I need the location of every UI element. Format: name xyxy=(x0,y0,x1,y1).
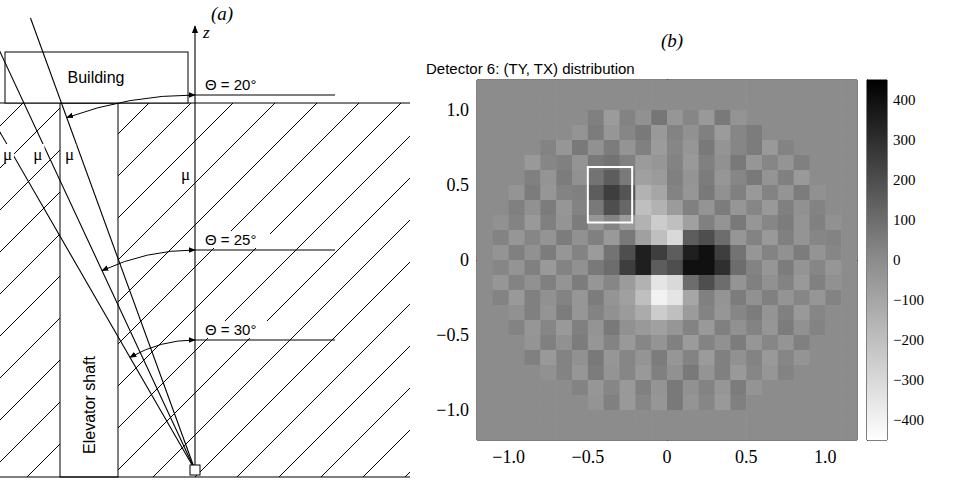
svg-text:0: 0 xyxy=(663,447,672,467)
svg-text:−100: −100 xyxy=(893,292,924,308)
svg-text:100: 100 xyxy=(893,212,916,228)
svg-text:0: 0 xyxy=(460,250,469,270)
svg-text:0.5: 0.5 xyxy=(735,447,758,467)
svg-text:Θ = 20°: Θ = 20° xyxy=(205,76,256,93)
svg-text:0: 0 xyxy=(893,252,901,268)
svg-text:z: z xyxy=(202,23,210,42)
svg-text:1.0: 1.0 xyxy=(814,447,837,467)
svg-text:Detector 6: (TY, TX) distribut: Detector 6: (TY, TX) distribution xyxy=(426,60,635,77)
svg-text:300: 300 xyxy=(893,132,916,148)
svg-text:−300: −300 xyxy=(893,372,924,388)
svg-text:Θ = 25°: Θ = 25° xyxy=(205,231,256,248)
svg-text:−200: −200 xyxy=(893,332,924,348)
svg-text:0.5: 0.5 xyxy=(447,175,470,195)
svg-text:Θ = 30°: Θ = 30° xyxy=(205,321,256,338)
svg-text:−0.5: −0.5 xyxy=(572,447,605,467)
svg-text:−1.0: −1.0 xyxy=(492,447,525,467)
svg-text:−400: −400 xyxy=(893,412,924,428)
svg-text:−0.5: −0.5 xyxy=(436,325,469,345)
svg-text:−1.0: −1.0 xyxy=(436,400,469,420)
svg-text:μ: μ xyxy=(3,145,12,164)
svg-text:μ: μ xyxy=(65,145,74,164)
svg-text:μ: μ xyxy=(181,165,190,184)
svg-text:200: 200 xyxy=(893,172,916,188)
svg-text:Elevator shaft: Elevator shaft xyxy=(81,356,98,454)
svg-text:1.0: 1.0 xyxy=(447,100,470,120)
svg-text:(a): (a) xyxy=(211,3,233,25)
svg-text:(b): (b) xyxy=(661,30,683,52)
svg-text:Building: Building xyxy=(68,69,125,86)
svg-text:μ: μ xyxy=(33,145,42,164)
svg-text:400: 400 xyxy=(893,92,916,108)
